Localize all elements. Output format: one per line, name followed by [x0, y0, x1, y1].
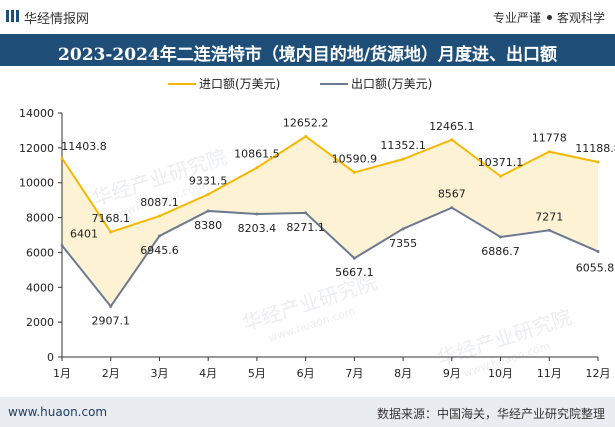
y-tick-label: 6000	[26, 246, 54, 259]
legend-label-export: 出口额(万美元)	[351, 77, 432, 91]
data-label: 6886.7	[481, 245, 520, 258]
data-point	[109, 304, 113, 308]
data-point	[352, 170, 356, 174]
data-label: 11778	[532, 132, 567, 145]
data-point	[596, 249, 600, 253]
data-point	[157, 214, 161, 218]
data-label: 7168.1	[91, 212, 130, 225]
title-bar: 2023-2024年二连浩特市（境内目的地/货源地）月度进、出口额	[0, 34, 615, 66]
data-point	[304, 134, 308, 138]
tag-2: 客观科学	[556, 11, 605, 25]
data-label: 5667.1	[335, 266, 374, 279]
data-label: 7355	[389, 237, 417, 250]
dot-icon	[546, 15, 552, 20]
series-line-import	[61, 135, 599, 234]
x-tick-label: 1月	[53, 367, 71, 380]
y-tick-label: 4000	[26, 281, 54, 294]
data-point	[157, 234, 161, 238]
chart-title: 2023-2024年二连浩特市（境内目的地/货源地）月度进、出口额	[58, 45, 557, 65]
y-tick-label: 12000	[19, 142, 54, 155]
data-label: 2907.1	[91, 314, 130, 327]
chart: 华经产业研究院www.huaon.com华经产业研究院www.huaon.com…	[19, 77, 615, 380]
footer-source: 数据来源：中国海关，华经产业研究院整理	[376, 407, 605, 421]
top-bar: 华经情报网 专业严谨 客观科学	[0, 0, 615, 34]
data-point	[109, 230, 113, 234]
data-point	[304, 211, 308, 215]
x-tick-label: 8月	[394, 367, 412, 380]
data-label: 6401	[70, 227, 98, 240]
data-label: 7271	[535, 210, 563, 223]
data-point	[596, 160, 600, 164]
brand-name: 华经情报网	[24, 12, 90, 27]
data-label: 8380	[194, 219, 222, 232]
data-label: 8203.4	[238, 222, 277, 235]
tag-1: 专业严谨	[492, 11, 541, 25]
series-line-export	[61, 206, 599, 309]
data-label: 10590.9	[332, 152, 378, 165]
x-tick-label: 9月	[443, 367, 461, 380]
data-point	[60, 156, 64, 160]
x-tick-label: 3月	[150, 367, 168, 380]
x-tick-label: 2月	[102, 367, 120, 380]
data-label: 10371.1	[478, 156, 524, 169]
x-tick-label: 11月	[537, 367, 562, 380]
data-label: 8087.1	[140, 196, 179, 209]
y-tick-label: 14000	[19, 107, 54, 120]
data-point	[499, 235, 503, 239]
data-point	[206, 209, 210, 213]
data-point	[255, 166, 259, 170]
data-label: 9331.5	[189, 174, 228, 187]
data-point	[206, 192, 210, 196]
data-label: 8567	[438, 188, 466, 201]
data-point	[352, 256, 356, 260]
x-tick-label: 5月	[248, 367, 266, 380]
data-point	[255, 212, 259, 216]
data-label: 11403.8	[61, 140, 107, 153]
data-point	[401, 157, 405, 161]
data-point	[401, 227, 405, 231]
data-point	[547, 228, 551, 232]
x-tick-label: 12月	[586, 367, 611, 380]
data-label: 12465.1	[429, 120, 475, 133]
data-point	[60, 243, 64, 247]
logo-icon	[6, 10, 19, 22]
area-band	[62, 136, 598, 307]
data-label: 11188.8	[575, 142, 615, 155]
x-tick-label: 7月	[345, 367, 363, 380]
data-point	[547, 150, 551, 154]
x-tick-label: 6月	[297, 367, 315, 380]
y-tick-label: 2000	[26, 316, 54, 329]
data-label: 6055.8	[576, 261, 615, 274]
data-point	[450, 206, 454, 210]
data-label: 10861.5	[234, 148, 280, 161]
footer: www.huaon.com 数据来源：中国海关，华经产业研究院整理	[0, 397, 615, 427]
data-label: 11352.1	[380, 139, 426, 152]
data-label: 6945.6	[140, 244, 179, 257]
legend-label-import: 进口额(万美元)	[199, 77, 280, 91]
y-tick-label: 10000	[19, 177, 54, 190]
y-tick-label: 0	[47, 351, 54, 364]
data-label: 12652.2	[283, 116, 329, 129]
brand-tags: 专业严谨 客观科学	[493, 9, 605, 26]
data-label: 8271.1	[286, 221, 325, 234]
data-point	[450, 138, 454, 142]
footer-url: www.huaon.com	[8, 405, 108, 419]
y-tick-label: 8000	[26, 212, 54, 225]
x-tick-label: 10月	[488, 367, 513, 380]
data-point	[499, 174, 503, 178]
x-tick-label: 4月	[199, 367, 217, 380]
